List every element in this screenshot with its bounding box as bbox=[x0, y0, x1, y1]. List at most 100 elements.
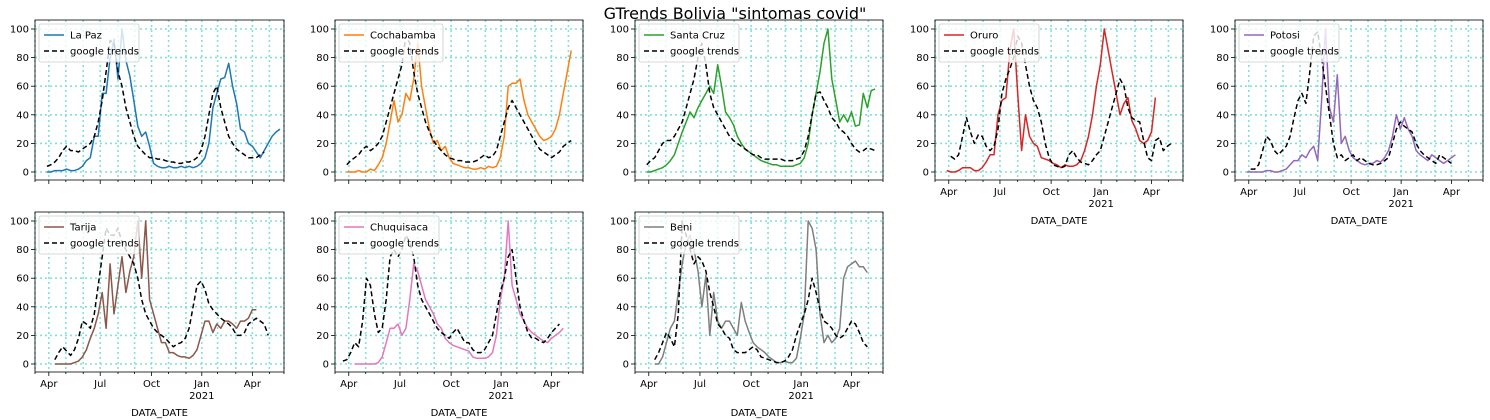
y-tick-label: 20 bbox=[1216, 139, 1229, 150]
y-tick-label: 100 bbox=[910, 25, 929, 36]
x-tick-label: 2021 bbox=[488, 391, 513, 402]
x-tick-label: 2021 bbox=[189, 391, 214, 402]
x-tick-label: Jan bbox=[193, 379, 209, 390]
legend-label: Potosi bbox=[1270, 31, 1300, 42]
axes-frame bbox=[334, 211, 584, 373]
y-tick-label: 0 bbox=[623, 360, 629, 371]
y-tick-label: 40 bbox=[1216, 110, 1229, 121]
series-line-cochabamba bbox=[346, 42, 572, 173]
legend-label: google trends bbox=[70, 239, 139, 250]
panel-la-paz: 0 20 40 60 80 100 La Paz google trends bbox=[10, 19, 285, 184]
y-tick-label: 40 bbox=[916, 110, 929, 121]
y-tick-label: 100 bbox=[310, 25, 329, 36]
y-tick-label: 80 bbox=[616, 53, 629, 64]
x-tick-label: Jan bbox=[492, 379, 508, 390]
y-tick-label: 20 bbox=[16, 331, 29, 342]
series-line-google-trends bbox=[46, 39, 265, 168]
x-tick-label: Oct bbox=[1342, 187, 1359, 198]
y-tick-label: 60 bbox=[316, 82, 329, 93]
x-tick-label: Oct bbox=[442, 379, 459, 390]
legend-box bbox=[638, 215, 740, 255]
x-tick-label: Jul bbox=[393, 379, 406, 390]
series-line-santa-cruz bbox=[646, 28, 876, 173]
y-tick-label: 80 bbox=[616, 245, 629, 256]
x-axis-label: DATA_DATE bbox=[131, 408, 188, 419]
x-tick-label: Apr bbox=[244, 379, 262, 390]
y-tick-label: 40 bbox=[316, 302, 329, 313]
x-tick-label: Apr bbox=[1143, 187, 1161, 198]
y-tick-label: 20 bbox=[616, 331, 629, 342]
x-tick-label: Jan bbox=[792, 379, 808, 390]
legend-label: google trends bbox=[370, 239, 439, 250]
axes-frame bbox=[1234, 19, 1484, 181]
x-tick-label: Oct bbox=[143, 379, 160, 390]
y-tick-label: 60 bbox=[916, 82, 929, 93]
legend-label: google trends bbox=[370, 47, 439, 58]
x-tick-label: Oct bbox=[742, 379, 759, 390]
axes-frame bbox=[934, 19, 1184, 181]
legend-label: google trends bbox=[70, 47, 139, 58]
legend-label: Cochabamba bbox=[370, 31, 436, 42]
y-tick-label: 60 bbox=[1216, 82, 1229, 93]
axes-frame bbox=[634, 211, 884, 373]
y-tick-label: 80 bbox=[16, 53, 29, 64]
y-tick-label: 60 bbox=[616, 274, 629, 285]
y-tick-label: 40 bbox=[16, 302, 29, 313]
axes-frame bbox=[334, 19, 584, 181]
y-tick-label: 0 bbox=[623, 168, 629, 179]
legend-label: google trends bbox=[670, 47, 739, 58]
x-tick-label: 2021 bbox=[1088, 199, 1113, 210]
y-tick-label: 80 bbox=[916, 53, 929, 64]
x-tick-label: Jul bbox=[993, 187, 1006, 198]
x-axis-label: DATA_DATE bbox=[1031, 216, 1088, 227]
y-tick-label: 60 bbox=[16, 274, 29, 285]
legend-label: google trends bbox=[670, 239, 739, 250]
series-line-google-trends bbox=[646, 42, 876, 166]
y-tick-label: 80 bbox=[16, 245, 29, 256]
x-tick-label: Jul bbox=[1293, 187, 1306, 198]
y-tick-label: 0 bbox=[323, 360, 329, 371]
y-tick-label: 80 bbox=[316, 53, 329, 64]
x-tick-label: Jul bbox=[93, 379, 106, 390]
y-tick-label: 0 bbox=[323, 168, 329, 179]
x-axis-label: DATA_DATE bbox=[731, 408, 788, 419]
y-tick-label: 40 bbox=[316, 110, 329, 121]
x-axis-label: DATA_DATE bbox=[431, 408, 488, 419]
series-line-la-paz bbox=[46, 28, 281, 173]
x-tick-label: Jul bbox=[693, 379, 706, 390]
y-tick-label: 100 bbox=[10, 217, 29, 228]
y-tick-label: 20 bbox=[316, 331, 329, 342]
legend-label: google trends bbox=[970, 47, 1039, 58]
y-tick-label: 80 bbox=[316, 245, 329, 256]
y-tick-label: 100 bbox=[610, 217, 629, 228]
axes-frame bbox=[34, 19, 285, 181]
x-tick-label: 2021 bbox=[1388, 199, 1413, 210]
legend-box bbox=[38, 23, 140, 63]
panel-santa-cruz: 0 20 40 60 80 100 Santa Cruz google trends bbox=[610, 19, 884, 184]
axes-frame bbox=[634, 19, 884, 181]
series-line-potosi bbox=[1246, 28, 1456, 173]
legend-label: Beni bbox=[670, 223, 692, 234]
x-tick-label: Apr bbox=[640, 379, 658, 390]
series-line-google-trends bbox=[346, 35, 572, 166]
y-tick-label: 0 bbox=[23, 360, 29, 371]
y-tick-label: 60 bbox=[616, 82, 629, 93]
y-tick-label: 100 bbox=[10, 25, 29, 36]
panel-cochabamba: 0 20 40 60 80 100 Cochabamba google trends bbox=[310, 19, 584, 184]
x-tick-label: Apr bbox=[1240, 187, 1258, 198]
y-tick-label: 0 bbox=[1223, 168, 1229, 179]
x-tick-label: Jan bbox=[1092, 187, 1108, 198]
y-tick-label: 60 bbox=[16, 82, 29, 93]
y-tick-label: 0 bbox=[23, 168, 29, 179]
x-tick-label: Apr bbox=[940, 187, 958, 198]
x-tick-label: Apr bbox=[340, 379, 358, 390]
legend-label: Oruro bbox=[970, 31, 998, 42]
y-tick-label: 100 bbox=[310, 217, 329, 228]
y-tick-label: 20 bbox=[16, 139, 29, 150]
y-tick-label: 20 bbox=[316, 139, 329, 150]
